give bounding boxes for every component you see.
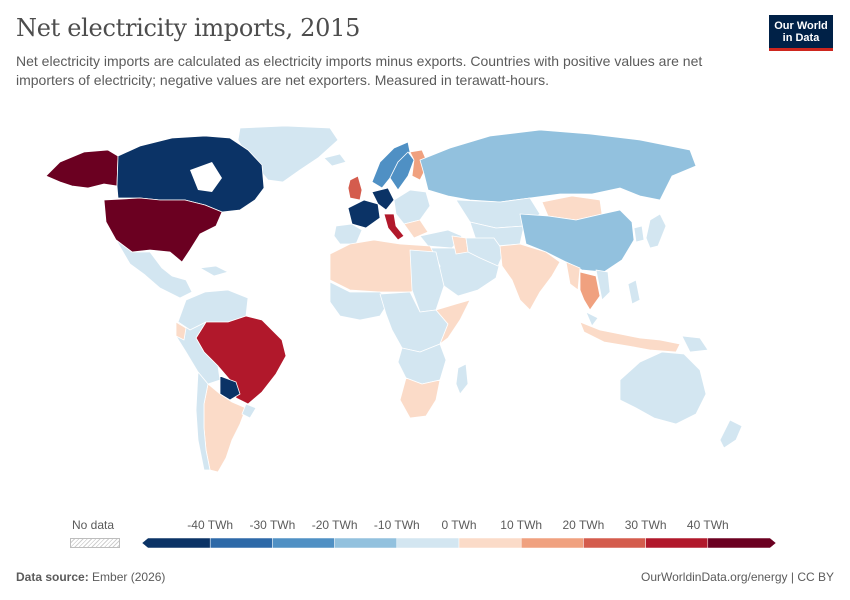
- region-indonesia[interactable]: [579, 321, 681, 353]
- legend-bin-6[interactable]: [520, 537, 584, 549]
- legend-tick-label: 30 TWh: [624, 518, 667, 532]
- legend-tick-label: 40 TWh: [686, 518, 729, 532]
- data-source-label: Data source:: [16, 570, 89, 584]
- region-peru-bolivia[interactable]: [175, 321, 221, 385]
- region-balkans[interactable]: [403, 219, 429, 239]
- footer-link[interactable]: OurWorldinData.org/energy | CC BY: [641, 570, 834, 584]
- region-uruguay[interactable]: [241, 403, 257, 419]
- region-west-africa[interactable]: [329, 281, 391, 321]
- legend-bin-5[interactable]: [458, 537, 522, 549]
- region-png[interactable]: [681, 335, 709, 353]
- legend-bin-9[interactable]: [707, 537, 777, 549]
- region-iberia[interactable]: [333, 223, 363, 245]
- legend-bin-8[interactable]: [645, 537, 709, 549]
- region-chile[interactable]: [195, 371, 211, 471]
- region-southern-africa-south[interactable]: [399, 377, 441, 419]
- region-iran[interactable]: [465, 237, 505, 267]
- legend-bin-7[interactable]: [583, 537, 646, 549]
- region-iceland[interactable]: [323, 153, 347, 167]
- region-alaska[interactable]: [45, 149, 119, 189]
- region-malaysia[interactable]: [585, 311, 599, 327]
- legend-bar: [141, 537, 777, 549]
- legend-bin-4[interactable]: [396, 537, 460, 549]
- region-australia[interactable]: [619, 351, 707, 425]
- region-china[interactable]: [519, 209, 635, 273]
- region-paraguay[interactable]: [219, 375, 241, 401]
- legend-tick-label: -10 TWh: [373, 518, 420, 532]
- data-source-value: Ember (2026): [92, 570, 166, 584]
- region-philippines[interactable]: [627, 279, 641, 305]
- region-thailand[interactable]: [579, 271, 601, 311]
- color-legend: No data -40 TWh -30 TWh -20 TWh -10 TWh 0 TW…: [0, 510, 850, 560]
- owid-logo[interactable]: Our World in Data: [769, 15, 833, 51]
- legend-tick-label: 10 TWh: [500, 518, 543, 532]
- logo-line-2: in Data: [782, 32, 820, 44]
- region-russia[interactable]: [419, 129, 697, 203]
- region-germany[interactable]: [371, 187, 395, 211]
- region-east-africa[interactable]: [435, 299, 471, 345]
- legend-tick-label: 20 TWh: [562, 518, 605, 532]
- region-caribbean[interactable]: [199, 265, 229, 277]
- region-united-kingdom[interactable]: [347, 175, 363, 201]
- region-mexico[interactable]: [115, 239, 193, 299]
- region-italy[interactable]: [383, 213, 405, 241]
- chart-subtitle: Net electricity imports are calculated a…: [16, 53, 703, 88]
- world-map: [45, 125, 743, 473]
- logo-line-1: Our World: [774, 20, 828, 32]
- region-vietnam[interactable]: [595, 269, 611, 301]
- region-eastern-europe[interactable]: [393, 189, 431, 225]
- region-korea[interactable]: [633, 225, 645, 243]
- data-source: Data source: Ember (2026): [16, 570, 165, 584]
- region-india[interactable]: [499, 243, 561, 311]
- region-france[interactable]: [347, 199, 381, 229]
- legend-tick-label: -30 TWh: [249, 518, 296, 532]
- region-peru-small[interactable]: [175, 321, 187, 341]
- chart-title: Net electricity imports, 2015: [16, 14, 361, 42]
- legend-bin-2[interactable]: [272, 537, 335, 549]
- legend-bin-1[interactable]: [209, 537, 273, 549]
- no-data-swatch: [70, 538, 120, 548]
- legend-bin-3[interactable]: [334, 537, 398, 549]
- region-united-states[interactable]: [103, 197, 223, 263]
- legend-tick-label: 0 TWh: [441, 518, 477, 532]
- legend-bin-0[interactable]: [141, 537, 211, 549]
- region-hudson-bay: [190, 162, 222, 192]
- region-madagascar[interactable]: [455, 363, 469, 395]
- region-new-zealand[interactable]: [719, 419, 743, 449]
- region-japan[interactable]: [645, 213, 667, 249]
- region-myanmar[interactable]: [565, 261, 581, 291]
- legend-tick-label: -20 TWh: [311, 518, 358, 532]
- legend-tick-label: -40 TWh: [187, 518, 234, 532]
- no-data-label: No data: [72, 518, 115, 532]
